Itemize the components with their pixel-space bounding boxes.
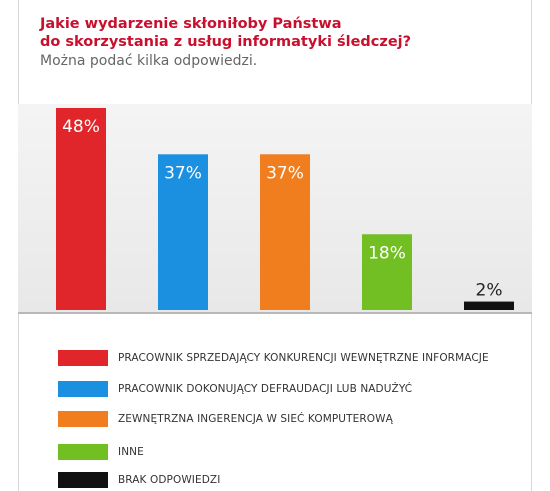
- bar-4: [362, 234, 412, 310]
- plot-area: 48% 37% 37% 18% 2%: [18, 104, 532, 314]
- bar-5-value-label: 2%: [476, 281, 503, 301]
- legend-swatch-1: [58, 350, 108, 366]
- legend-item-5: BRAK ODPOWIEDZI: [58, 472, 518, 488]
- legend-item-1: PRACOWNIK SPRZEDAJĄCY KONKURENCJI WEWNĘT…: [58, 350, 518, 366]
- legend-item-2: PRACOWNIK DOKONUJĄCY DEFRAUDACJI LUB NAD…: [58, 381, 518, 397]
- chart-title-line1: Jakie wydarzenie skłoniłoby Państwa: [40, 16, 342, 32]
- bar-4-value-label: 18%: [368, 243, 406, 263]
- bar-chart: 48% 37% 37% 18% 2%: [56, 108, 514, 310]
- bar-3: [260, 154, 310, 310]
- legend-swatch-5: [58, 472, 108, 488]
- bar-1-value-label: 48%: [62, 117, 100, 137]
- legend-label-4: INNE: [118, 446, 144, 458]
- legend-label-2: PRACOWNIK DOKONUJĄCY DEFRAUDACJI LUB NAD…: [118, 383, 413, 395]
- bar-1: [56, 108, 106, 310]
- bar-2: [158, 154, 208, 310]
- legend-swatch-3: [58, 411, 108, 427]
- legend-swatch-4: [58, 444, 108, 460]
- legend-label-5: BRAK ODPOWIEDZI: [118, 474, 221, 486]
- legend-swatch-2: [58, 381, 108, 397]
- chart-subtitle: Można podać kilka odpowiedzi.: [40, 53, 258, 69]
- chart-title-line2: do skorzystania z usług informatyki śled…: [40, 34, 412, 50]
- bar-2-value-label: 37%: [164, 163, 202, 183]
- legend-item-4: INNE: [58, 444, 518, 460]
- legend-item-3: ZEWNĘTRZNA INGERENCJA W SIEĆ KOMPUTEROWĄ: [58, 411, 518, 427]
- legend-label-3: ZEWNĘTRZNA INGERENCJA W SIEĆ KOMPUTEROWĄ: [118, 413, 393, 425]
- bar-3-value-label: 37%: [266, 163, 304, 183]
- bar-5: [464, 301, 514, 310]
- legend-label-1: PRACOWNIK SPRZEDAJĄCY KONKURENCJI WEWNĘT…: [118, 352, 489, 364]
